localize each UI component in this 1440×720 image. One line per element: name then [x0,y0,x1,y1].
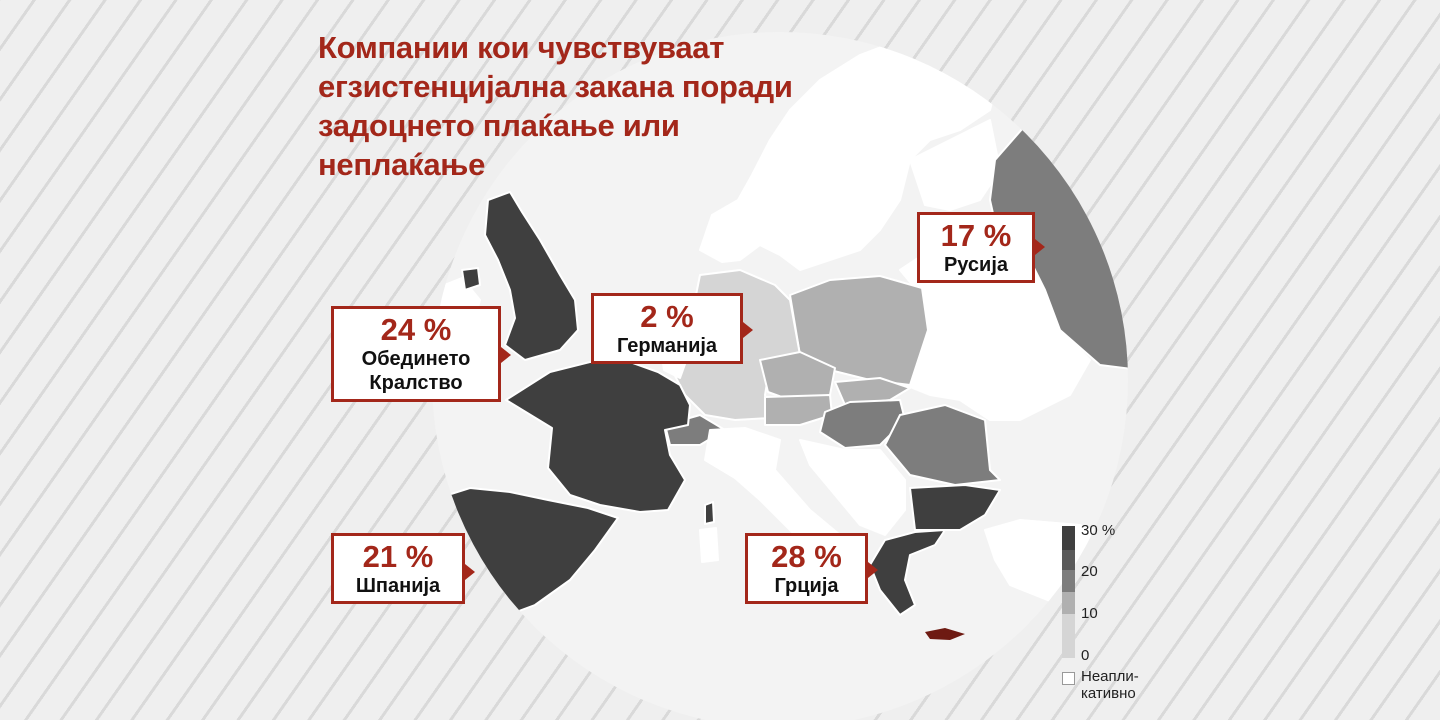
legend-swatch-0 [1062,614,1075,658]
country-slovakia [834,377,911,406]
country-france [505,361,691,513]
country-bulgaria [909,484,1001,531]
country-romania [884,404,1001,486]
chart-title: Компании кои чувствуваат егзистенцијална… [318,30,793,182]
island-corsica [704,501,715,525]
legend-label-0: 0 [1081,647,1090,664]
callout-greece-value: 28 % [771,538,842,574]
callout-greece-pointer [868,562,878,578]
legend-swatch-25 [1062,550,1075,570]
callout-uk-name: Обединето Кралство [361,348,471,394]
region-scandinavia [699,39,1001,271]
callout-greece: 28 % Грција [745,533,878,604]
callout-uk: 24 % Обединето Кралство [331,306,511,402]
legend-swatch-10 [1062,592,1075,614]
callout-germany-name: Германија [616,334,718,357]
island-sardinia [699,527,719,563]
callout-greece-name: Грција [774,574,839,597]
callout-germany-pointer [743,322,753,338]
legend-label-not-applicable: Неапли- кативно [1081,668,1139,702]
callout-spain: 21 % Шпанија [331,533,475,604]
callout-uk-pointer [501,347,511,363]
country-austria [764,394,833,426]
callout-spain-pointer [465,564,475,580]
region-finland-baltics [909,119,1001,211]
callout-spain-name: Шпанија [355,574,441,597]
callout-russia-pointer [1035,239,1045,255]
legend-label-30: 30 % [1081,522,1116,539]
legend-swatch-30 [1062,526,1075,550]
callout-uk-value: 24 % [380,312,452,347]
callout-russia-name: Русија [943,253,1009,276]
legend-label-10: 10 [1081,605,1098,622]
callout-russia-value: 17 % [940,217,1012,253]
country-uk [484,191,579,361]
legend-swatch-not-applicable [1062,672,1075,685]
country-greece [869,529,946,616]
callout-russia: 17 % Русија [917,212,1045,283]
legend-label-20: 20 [1081,563,1098,580]
callout-spain-value: 21 % [362,538,434,574]
region-balkans [799,439,906,536]
island-northern-ireland [461,267,481,291]
callout-germany-value: 2 % [640,298,694,334]
island-crete [925,628,965,640]
callout-germany: 2 % Германија [591,293,753,364]
legend-swatch-20 [1062,570,1075,592]
